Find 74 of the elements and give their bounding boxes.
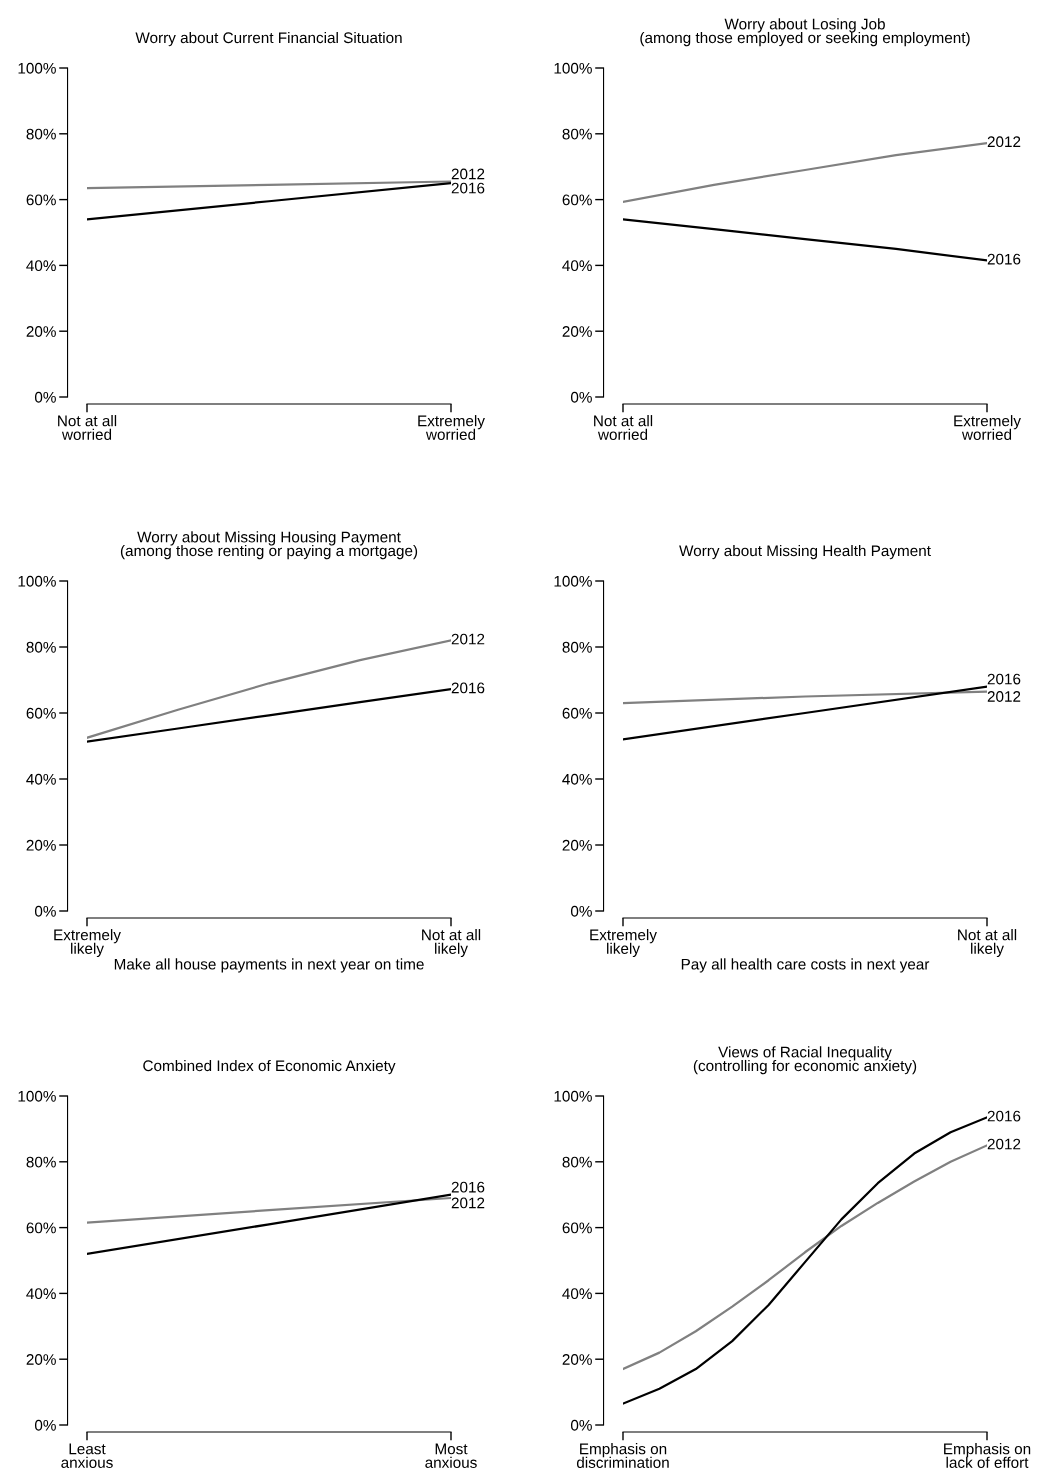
x-tick-label: Not at all worried (594, 415, 653, 440)
y-tick-label: 40% (26, 260, 56, 272)
y-tick-label: 60% (562, 707, 592, 719)
line-series (87, 688, 451, 743)
x-tick-label: Emphasis on lack of effort (944, 1443, 1031, 1468)
line-series (623, 1116, 987, 1405)
y-tick-label: 40% (562, 260, 592, 272)
y-tick-label: 40% (26, 1288, 56, 1300)
y-tick-label: 40% (562, 773, 592, 785)
x-axis-title: Pay all health care costs in next year (681, 958, 930, 973)
y-tick-label: 100% (554, 1090, 592, 1102)
y-tick-label: 80% (562, 128, 592, 140)
x-tick-label: Extremely likely (590, 929, 657, 957)
series-label: 2012 (451, 633, 485, 645)
chart-title: Worry about Current Financial Situation (135, 31, 402, 47)
y-tick-label: 20% (562, 839, 592, 851)
line-series (87, 639, 451, 739)
line-series (623, 1144, 987, 1371)
y-tick-label: 100% (18, 1090, 56, 1102)
y-tick-label: 0% (34, 391, 56, 403)
x-tick-label: Extremely worried (418, 415, 485, 440)
chart-title: Worry about Missing Health Payment (679, 544, 931, 560)
series-label: 2016 (987, 253, 1021, 265)
y-tick-label: 60% (562, 194, 592, 206)
y-tick-label: 0% (570, 1419, 592, 1431)
x-tick-label: Extremely likely (54, 929, 121, 957)
y-tick-label: 60% (26, 194, 56, 206)
x-tick-label: Extremely worried (954, 415, 1021, 440)
x-axis-title: Make all house payments in next year on time (114, 958, 424, 973)
chart-title: Worry about Losing Job (among those employed or seeking employment) (640, 18, 970, 47)
y-tick-label: 80% (562, 1156, 592, 1168)
y-tick-label: 0% (570, 905, 592, 917)
y-tick-label: 20% (562, 1354, 592, 1365)
chart-title: Views of Racial Inequality (controlling for economic anxiety) (693, 1046, 917, 1075)
y-tick-label: 80% (562, 641, 592, 653)
series-label: 2016 (987, 673, 1021, 685)
y-tick-label: 100% (554, 575, 592, 587)
y-tick-label: 0% (34, 1419, 56, 1431)
series-label: 2016 (451, 682, 485, 694)
series-label: 2016 (451, 182, 485, 194)
y-tick-label: 20% (26, 839, 56, 851)
series-label: 2016 (987, 1110, 1021, 1122)
y-tick-label: 100% (554, 62, 592, 74)
line-series (623, 218, 987, 262)
y-tick-label: 80% (26, 128, 56, 140)
x-tick-label: Not at all likely (422, 929, 481, 957)
x-tick-label: Least anxious (61, 1443, 113, 1468)
x-tick-label: Not at all worried (58, 415, 117, 440)
y-tick-label: 60% (26, 1222, 56, 1234)
x-tick-label: Emphasis on discrimination (576, 1443, 669, 1468)
y-tick-label: 40% (562, 1288, 592, 1300)
y-tick-label: 20% (562, 326, 592, 337)
y-tick-label: 20% (26, 1354, 56, 1365)
y-tick-label: 60% (562, 1222, 592, 1234)
chart-title: Combined Index of Economic Anxiety (143, 1059, 396, 1075)
series-label: 2012 (987, 691, 1021, 702)
y-tick-label: 100% (18, 62, 56, 74)
series-label: 2012 (987, 1138, 1021, 1150)
series-label: 2016 (451, 1181, 485, 1193)
y-tick-label: 80% (26, 641, 56, 653)
y-tick-label: 80% (26, 1156, 56, 1168)
y-tick-label: 20% (26, 326, 56, 337)
series-label: 2012 (451, 1197, 485, 1209)
y-tick-label: 0% (34, 905, 56, 917)
y-tick-label: 100% (18, 575, 56, 587)
y-tick-label: 0% (570, 391, 592, 403)
chart-title: Worry about Missing Housing Payment (among those renting or paying a mortgage) (120, 531, 418, 560)
x-tick-label: Not at all likely (958, 929, 1017, 957)
line-series (623, 141, 987, 204)
y-tick-label: 60% (26, 707, 56, 719)
y-tick-label: 40% (26, 773, 56, 785)
series-label: 2012 (987, 136, 1021, 148)
series-label: 2012 (451, 168, 485, 180)
x-tick-label: Most anxious (425, 1443, 477, 1468)
